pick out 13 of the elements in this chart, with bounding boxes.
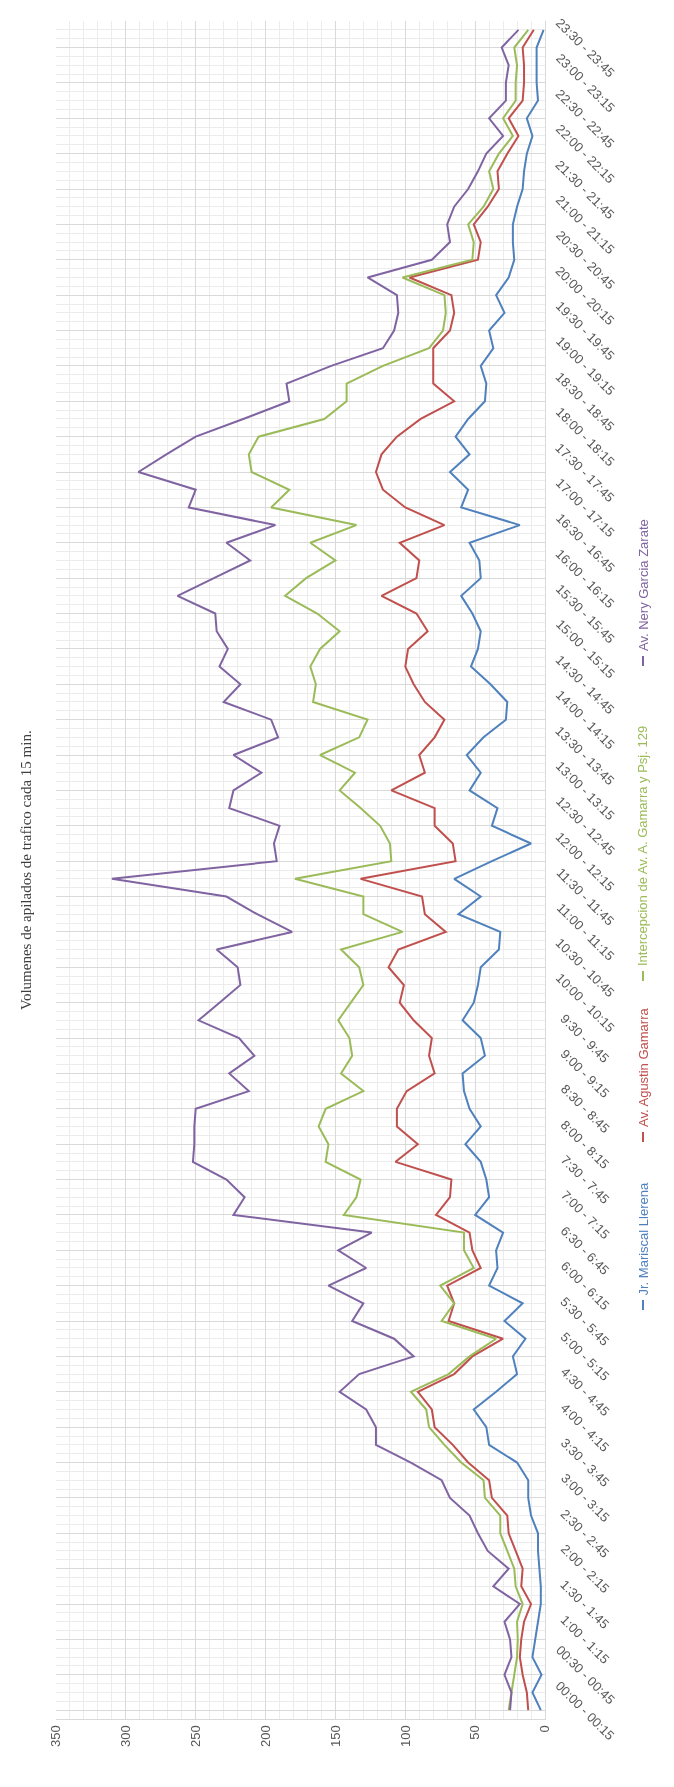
x-tick-label: 50 [467,1725,483,1740]
x-tick-label: 350 [48,1725,64,1747]
x-tick-label: 250 [187,1725,203,1747]
text: Jr. Mariscal Llerena [635,1182,651,1296]
x-tick-label: 100 [397,1725,413,1747]
x-tick-label: 200 [257,1725,273,1747]
x-tick-label: 150 [327,1725,343,1747]
text: Av. Nery Garcia Zarate [636,519,651,651]
text: Volumenes de apilados de trafico cada 15 min. [18,730,34,1010]
text: Intercepcion de Av. A. Gamarra y Psj. 129 [635,725,650,966]
x-tick-label: 0 [537,1725,553,1733]
text: Av. Agustin Gamarra [636,1007,651,1127]
x-tick-label: 300 [118,1725,134,1747]
